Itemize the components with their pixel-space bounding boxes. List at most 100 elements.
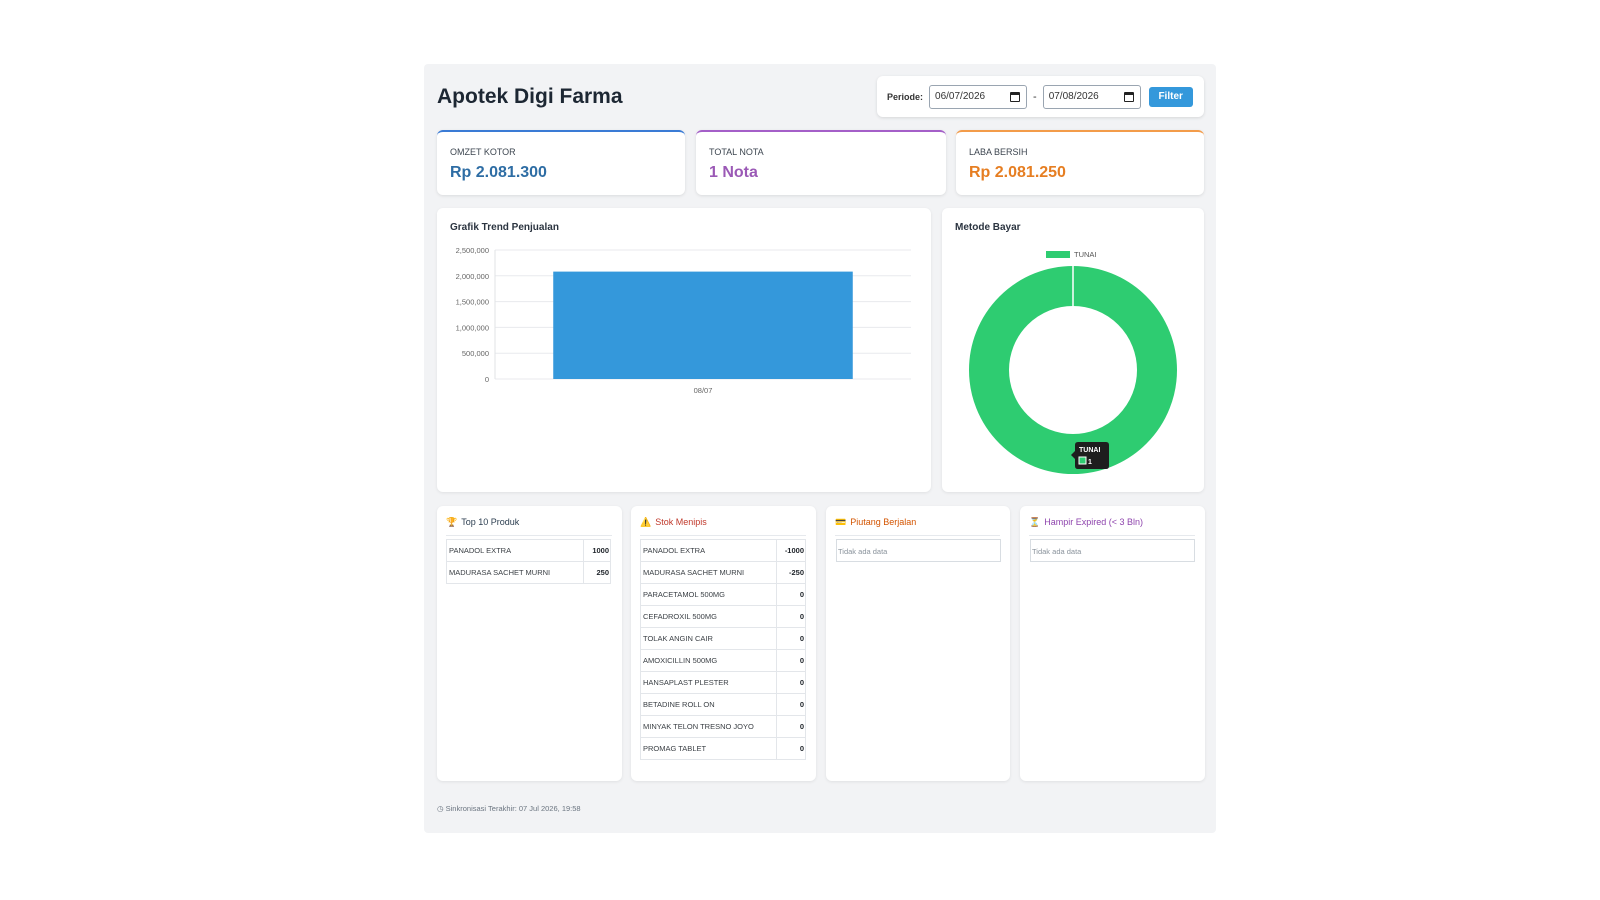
card-icon: 💳 <box>835 517 847 527</box>
tooltip-value: 1 <box>1088 459 1092 466</box>
product-name: PANADOL EXTRA <box>446 539 584 562</box>
y-tick-label: 500,000 <box>462 349 489 358</box>
table-row: PANADOL EXTRA 1000 <box>446 539 611 562</box>
product-name: PARACETAMOL 500MG <box>640 583 777 606</box>
calendar-icon[interactable] <box>1123 91 1134 102</box>
top-products-table: PANADOL EXTRA 1000 MADURASA SACHET MURNI 25… <box>446 539 611 584</box>
product-name: MADURASA SACHET MURNI <box>446 561 584 584</box>
period-filter: Periode: 06/07/2026 - 07/08/2026 Filter <box>877 76 1204 117</box>
expiring-panel: ⏳ Hampir Expired (< 3 Bln) Tidak ada dat… <box>1020 506 1205 781</box>
product-name: PANADOL EXTRA <box>640 539 777 562</box>
low-stock-table: PANADOL EXTRA -1000 MADURASA SACHET MURNI -… <box>640 539 806 760</box>
product-name: HANSAPLAST PLESTER <box>640 671 777 694</box>
y-tick-label: 2,500,000 <box>456 246 489 255</box>
stat-value: Rp 2.081.250 <box>969 164 1066 181</box>
product-name: PROMAG TABLET <box>640 737 777 760</box>
payment-panel: Metode Bayar TUNAI TUNAI 1 <box>942 208 1204 492</box>
stat-card-laba: LABA BERSIH Rp 2.081.250 <box>956 130 1204 195</box>
table-row: AMOXICILLIN 500MG 0 <box>640 649 806 672</box>
y-tick-label: 1,000,000 <box>456 323 489 332</box>
stat-value: 1 Nota <box>709 164 758 181</box>
tooltip-swatch <box>1078 456 1087 465</box>
bar <box>553 271 853 379</box>
table-row: PROMAG TABLET 0 <box>640 737 806 760</box>
receivables-panel: 💳 Piutang Berjalan Tidak ada data <box>826 506 1010 781</box>
date-to-value: 07/08/2026 <box>1048 91 1099 102</box>
table-row: PANADOL EXTRA -1000 <box>640 539 806 562</box>
table-row: PARACETAMOL 500MG 0 <box>640 583 806 606</box>
product-qty: 1000 <box>583 539 611 562</box>
product-name: MADURASA SACHET MURNI <box>640 561 777 584</box>
low-stock-header: ⚠️ Stok Menipis <box>640 517 806 536</box>
x-tick-label: 08/07 <box>694 386 713 395</box>
table-row: BETADINE ROLL ON 0 <box>640 693 806 716</box>
expiring-empty: Tidak ada data <box>1030 539 1195 562</box>
stat-label: TOTAL NOTA <box>709 147 764 157</box>
expiring-title: Hampir Expired (< 3 Bln) <box>1044 517 1144 527</box>
table-row: TOLAK ANGIN CAIR 0 <box>640 627 806 650</box>
product-name: AMOXICILLIN 500MG <box>640 649 777 672</box>
date-from-input[interactable]: 06/07/2026 <box>929 84 1028 109</box>
top-products-panel: 🏆 Top 10 Produk PANADOL EXTRA 1000 MADURAS… <box>437 506 622 781</box>
y-tick-label: 1,500,000 <box>456 298 489 307</box>
table-row: MADURASA SACHET MURNI -250 <box>640 561 806 584</box>
donut-slice <box>969 266 1177 474</box>
sales-trend-chart: 2,500,000 2,000,000 1,500,000 1,000,000 500,… <box>456 246 911 395</box>
table-row: MADURASA SACHET MURNI 250 <box>446 561 611 584</box>
warning-icon: ⚠️ <box>640 517 652 527</box>
trend-panel: Grafik Trend Penjualan 2,500,000 2,000,00… <box>437 208 931 492</box>
table-row: CEFADROXIL 500MG 0 <box>640 605 806 628</box>
stat-label: OMZET KOTOR <box>450 147 516 157</box>
stat-card-omzet: OMZET KOTOR Rp 2.081.300 <box>437 130 685 195</box>
date-from-value: 06/07/2026 <box>935 91 986 102</box>
legend-swatch <box>1046 251 1070 258</box>
expiring-header: ⏳ Hampir Expired (< 3 Bln) <box>1029 517 1195 536</box>
top-products-title: Top 10 Produk <box>461 517 520 527</box>
receivables-empty: Tidak ada data <box>836 539 1001 562</box>
product-qty: 0 <box>776 715 806 738</box>
tooltip-title: TUNAI <box>1079 447 1100 454</box>
product-qty: -1000 <box>776 539 806 562</box>
payment-method-chart: TUNAI TUNAI 1 <box>969 250 1177 474</box>
clock-icon: ◷ <box>437 804 444 813</box>
product-qty: 0 <box>776 671 806 694</box>
product-qty: -250 <box>776 561 806 584</box>
trophy-icon: 🏆 <box>446 517 458 527</box>
product-qty: 0 <box>776 693 806 716</box>
page-title: Apotek Digi Farma <box>437 85 623 108</box>
receivables-header: 💳 Piutang Berjalan <box>835 517 1000 536</box>
product-qty: 0 <box>776 605 806 628</box>
stat-label: LABA BERSIH <box>969 147 1028 157</box>
legend-label: TUNAI <box>1074 250 1097 259</box>
calendar-icon[interactable] <box>1010 91 1021 102</box>
stat-value: Rp 2.081.300 <box>450 164 547 181</box>
sync-status: ◷ Sinkronisasi Terakhir: 07 Jul 2026, 19… <box>437 804 581 813</box>
table-row: MINYAK TELON TRESNO JOYO 0 <box>640 715 806 738</box>
stat-card-nota: TOTAL NOTA 1 Nota <box>696 130 946 195</box>
product-name: BETADINE ROLL ON <box>640 693 777 716</box>
payment-title: Metode Bayar <box>955 222 1021 233</box>
product-qty: 0 <box>776 627 806 650</box>
date-to-input[interactable]: 07/08/2026 <box>1042 84 1141 109</box>
trend-title: Grafik Trend Penjualan <box>450 222 559 233</box>
period-label: Periode: <box>887 91 924 102</box>
top-products-header: 🏆 Top 10 Produk <box>446 517 612 536</box>
date-separator: - <box>1033 90 1037 103</box>
receivables-title: Piutang Berjalan <box>850 517 917 527</box>
filter-button[interactable]: Filter <box>1148 86 1193 107</box>
low-stock-panel: ⚠️ Stok Menipis PANADOL EXTRA -1000 MADURA… <box>631 506 816 781</box>
sync-text: Sinkronisasi Terakhir: 07 Jul 2026, 19:5… <box>445 804 581 813</box>
product-qty: 0 <box>776 737 806 760</box>
chart-tooltip: TUNAI 1 <box>1071 442 1109 469</box>
product-name: TOLAK ANGIN CAIR <box>640 627 777 650</box>
y-tick-label: 2,000,000 <box>456 272 489 281</box>
product-name: MINYAK TELON TRESNO JOYO <box>640 715 777 738</box>
dashboard: Apotek Digi Farma Periode: 06/07/2026 - … <box>424 64 1216 833</box>
product-qty: 250 <box>583 561 611 584</box>
product-qty: 0 <box>776 649 806 672</box>
product-name: CEFADROXIL 500MG <box>640 605 777 628</box>
low-stock-title: Stok Menipis <box>655 517 707 527</box>
y-tick-label: 0 <box>485 375 489 384</box>
table-row: HANSAPLAST PLESTER 0 <box>640 671 806 694</box>
product-qty: 0 <box>776 583 806 606</box>
